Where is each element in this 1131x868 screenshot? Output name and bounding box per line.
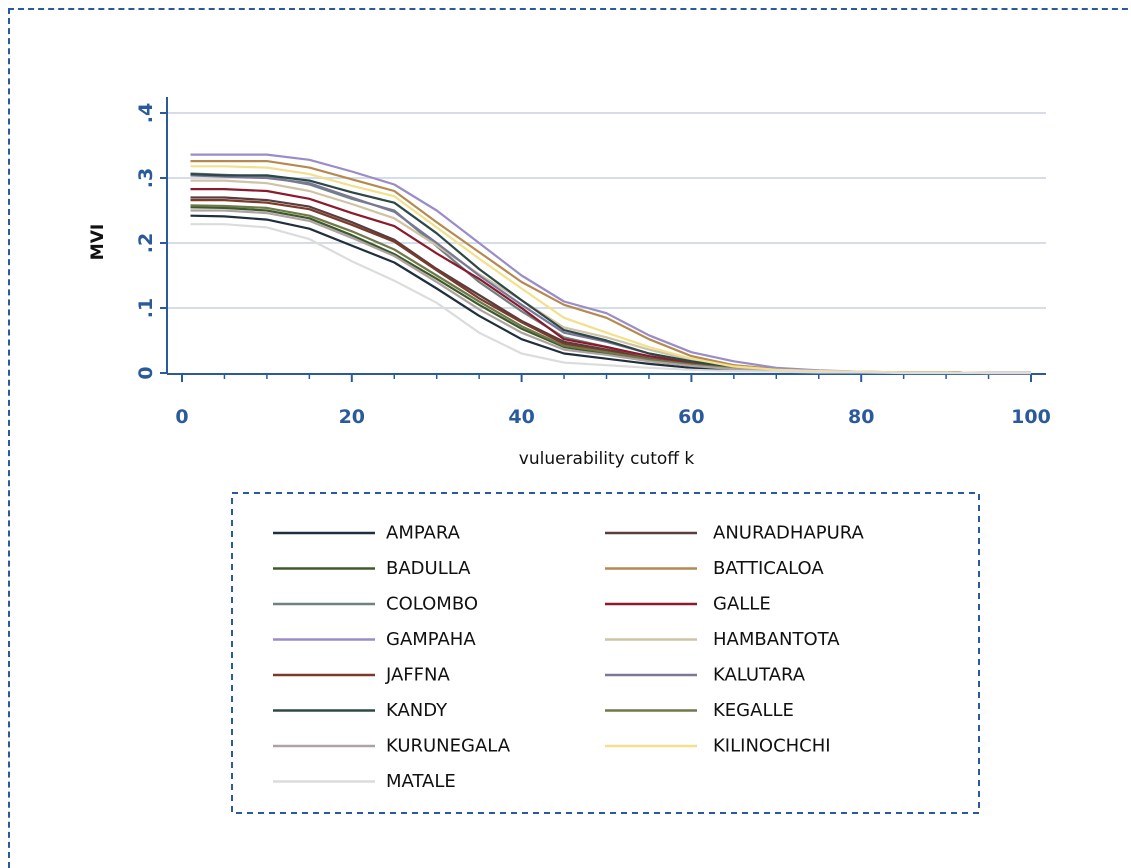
legend-item: GAMPAHA [273, 629, 476, 650]
x-tick-label: 80 [848, 406, 874, 428]
y-tick-label: .4 [135, 103, 157, 123]
legend-label: AMPARA [386, 523, 461, 544]
legend-item: KURUNEGALA [273, 736, 511, 757]
legend-item: ANURADHAPURA [605, 523, 865, 544]
legend-label: GALLE [713, 594, 771, 615]
x-tick-label: 0 [175, 406, 188, 428]
x-axis-title: vuluerability cutoff k [519, 449, 695, 469]
legend-label: HAMBANTOTA [713, 629, 840, 650]
y-tick-label: .1 [135, 298, 157, 318]
x-tick-label: 60 [678, 406, 704, 428]
legend-label: BADULLA [386, 558, 471, 579]
legend-item: BADULLA [273, 558, 471, 579]
legend-item: KEGALLE [605, 700, 794, 721]
legend-label: KILINOCHCHI [713, 736, 831, 757]
y-tick-label: 0 [135, 366, 157, 379]
legend-label: KALUTARA [713, 665, 806, 686]
x-tick-label: 40 [508, 406, 534, 428]
legend: AMPARA ANURADHAPURA BADULLA BATTICALOA COLOM… [273, 523, 865, 792]
chart-frame [8, 8, 1131, 868]
grid-layer [167, 112, 1046, 309]
x-tick-label: 100 [1011, 406, 1051, 428]
legend-item: KALUTARA [605, 665, 806, 686]
legend-label: KANDY [386, 700, 448, 721]
legend-label: BATTICALOA [713, 558, 824, 579]
legend-item: KILINOCHCHI [605, 736, 831, 757]
legend-label: GAMPAHA [386, 629, 476, 650]
legend-label: ANURADHAPURA [713, 523, 865, 544]
series-line-kalutara [190, 174, 1031, 375]
legend-label: JAFFNA [385, 665, 450, 686]
x-tick-label: 20 [339, 406, 365, 428]
y-tick-label: .2 [135, 233, 157, 253]
legend-item: COLOMBO [273, 594, 478, 615]
y-axis-title: MVI [88, 224, 108, 260]
series-line-galle [190, 188, 1031, 375]
legend-item: HAMBANTOTA [605, 629, 840, 650]
legend-item: AMPARA [273, 523, 461, 544]
legend-label: MATALE [386, 771, 456, 792]
legend-label: KEGALLE [713, 700, 794, 721]
axis-layer: 0 .1 .2 .3 .4 0 20 40 60 80 100 [135, 97, 1051, 428]
legend-item: GALLE [605, 594, 771, 615]
series-line-matale [190, 223, 1031, 375]
legend-item: MATALE [273, 771, 456, 792]
y-tick-label: .3 [135, 168, 157, 188]
legend-item: JAFFNA [273, 665, 450, 686]
legend-label: COLOMBO [386, 594, 478, 615]
legend-item: BATTICALOA [605, 558, 824, 579]
legend-item: KANDY [273, 700, 448, 721]
legend-label: KURUNEGALA [386, 736, 511, 757]
series-layer [190, 153, 1031, 375]
legend-box [231, 492, 980, 814]
